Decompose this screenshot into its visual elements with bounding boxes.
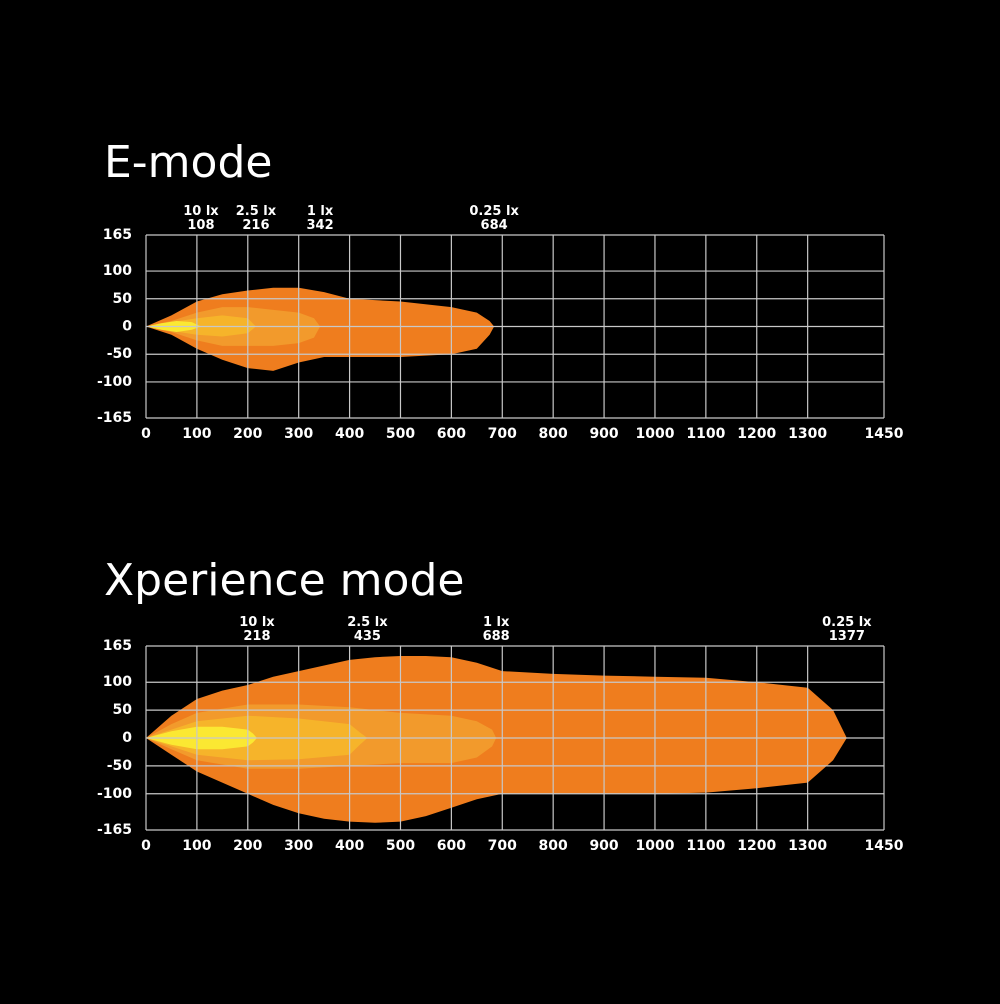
reach-label: 435	[354, 629, 381, 644]
x-tick-label: 1200	[737, 426, 776, 442]
series-name: 2.5 lx	[347, 615, 388, 630]
y-tick-label: -100	[97, 374, 132, 390]
x-tick-label: 300	[284, 426, 313, 442]
y-tick-label: -50	[107, 346, 133, 362]
reach-label: 688	[483, 629, 510, 644]
reach-label: 108	[187, 218, 214, 233]
y-tick-label: 165	[103, 638, 132, 654]
x-tick-label: 1000	[635, 426, 674, 442]
x-tick-label: 500	[386, 838, 415, 854]
series-name: 0.25 lx	[469, 204, 519, 219]
y-tick-label: -165	[97, 822, 132, 838]
chart-title: Xperience mode	[104, 555, 464, 606]
reach-label: 1377	[829, 629, 865, 644]
x-tick-label: 600	[437, 426, 466, 442]
x-tick-label: 1200	[737, 838, 776, 854]
reach-label: 216	[242, 218, 269, 233]
y-tick-label: 100	[103, 263, 132, 279]
x-tick-label: 1100	[686, 426, 725, 442]
x-tick-label: 400	[335, 838, 364, 854]
series-name: 2.5 lx	[236, 204, 277, 219]
x-tick-label: 0	[141, 838, 151, 854]
y-tick-label: 50	[113, 291, 133, 307]
x-tick-label: 700	[488, 838, 517, 854]
x-tick-label: 1300	[788, 838, 827, 854]
x-tick-label: 800	[539, 426, 568, 442]
x-tick-label: 200	[233, 426, 262, 442]
y-tick-label: -165	[97, 410, 132, 426]
series-name: 10 lx	[239, 615, 275, 630]
x-tick-label: 800	[539, 838, 568, 854]
beam-contour	[146, 656, 847, 823]
x-tick-label: 0	[141, 426, 151, 442]
x-tick-label: 900	[589, 426, 618, 442]
x-tick-label: 200	[233, 838, 262, 854]
x-tick-label: 1000	[635, 838, 674, 854]
y-tick-label: 50	[113, 702, 133, 718]
series-name: 1 lx	[483, 615, 510, 630]
chart-title: E-mode	[104, 137, 272, 188]
x-tick-label: 1300	[788, 426, 827, 442]
y-tick-label: 0	[122, 319, 132, 335]
x-tick-label: 500	[386, 426, 415, 442]
x-tick-label: 600	[437, 838, 466, 854]
x-tick-label: 100	[182, 838, 211, 854]
x-tick-label: 300	[284, 838, 313, 854]
reach-label: 342	[306, 218, 333, 233]
y-tick-label: -50	[107, 758, 133, 774]
x-tick-label: 1450	[865, 838, 904, 854]
y-tick-label: 100	[103, 674, 132, 690]
x-tick-label: 1450	[865, 426, 904, 442]
reach-label: 218	[243, 629, 270, 644]
x-tick-label: 400	[335, 426, 364, 442]
x-tick-label: 900	[589, 838, 618, 854]
y-tick-label: 165	[103, 227, 132, 243]
series-name: 0.25 lx	[822, 615, 872, 630]
y-tick-label: -100	[97, 786, 132, 802]
reach-label: 684	[481, 218, 508, 233]
x-tick-label: 1100	[686, 838, 725, 854]
series-name: 1 lx	[307, 204, 334, 219]
series-name: 10 lx	[183, 204, 219, 219]
x-tick-label: 100	[182, 426, 211, 442]
x-tick-label: 700	[488, 426, 517, 442]
y-tick-label: 0	[122, 730, 132, 746]
